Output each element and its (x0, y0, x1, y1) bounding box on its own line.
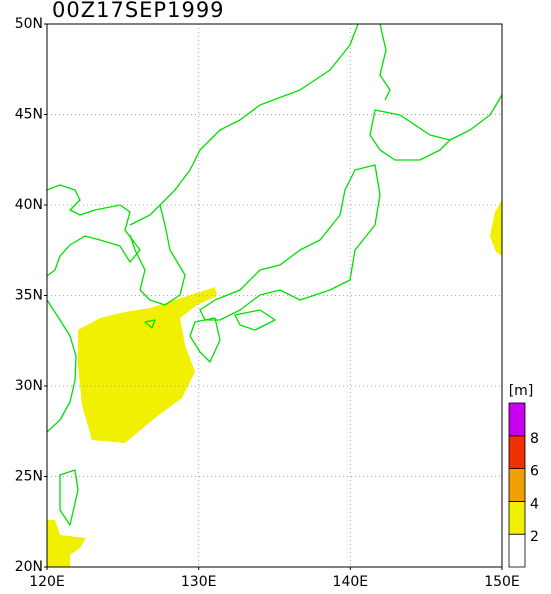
colorbar-segment (508, 533, 526, 568)
lat-label: 45N (15, 107, 43, 123)
wave-area (78, 287, 217, 443)
coastline (59, 469, 79, 526)
coastline (369, 109, 451, 161)
lon-label: 150E (484, 574, 520, 590)
coastline (144, 319, 156, 329)
coastline (234, 309, 276, 331)
colorbar-unit: [m] (509, 383, 534, 399)
lon-label: 120E (29, 574, 65, 590)
lat-label: 30N (15, 378, 43, 394)
colorbar-label: 6 (530, 464, 539, 480)
coastline (449, 94, 502, 141)
lat-label: 40N (15, 197, 43, 213)
coastline (379, 24, 391, 101)
lat-label: 20N (15, 559, 43, 575)
coastline (129, 204, 186, 306)
lat-label: 35N (15, 288, 43, 304)
lon-label: 140E (333, 574, 369, 590)
coastline (189, 317, 221, 363)
coastline (199, 164, 381, 321)
colorbar-label: 8 (530, 431, 539, 447)
colorbar-segment (508, 435, 526, 469)
lon-label: 130E (181, 574, 217, 590)
coastline (47, 299, 77, 433)
map-area (47, 24, 502, 567)
title: 00Z17SEP1999 (52, 0, 225, 22)
coastline (47, 184, 141, 277)
colorbar-segment (508, 500, 526, 535)
wave-area (490, 200, 502, 256)
coastline (159, 24, 359, 206)
wave-area (47, 520, 86, 567)
colorbar-segment (508, 402, 526, 437)
lat-label: 50N (15, 16, 43, 32)
colorbar-segment (508, 468, 526, 502)
colorbar-label: 2 (530, 529, 539, 545)
colorbar-label: 4 (530, 496, 539, 512)
lat-label: 25N (15, 469, 43, 485)
